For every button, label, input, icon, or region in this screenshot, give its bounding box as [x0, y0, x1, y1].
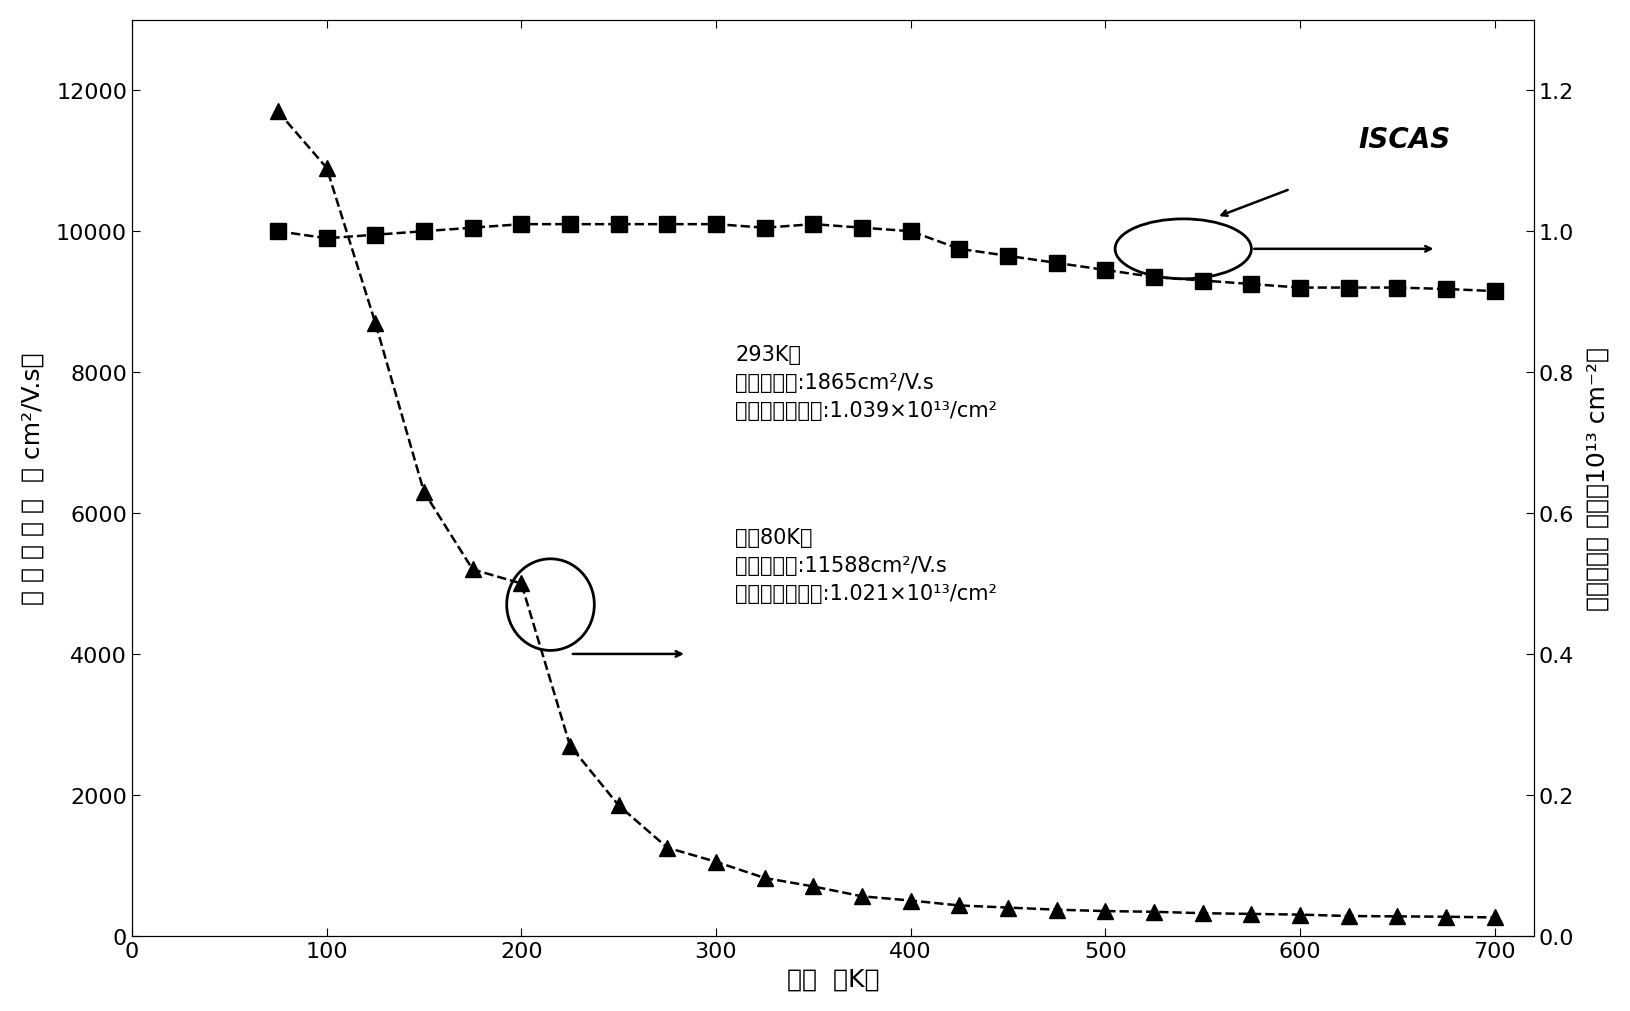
- Y-axis label: 二维电子气 浓度（10¹³ cm⁻²）: 二维电子气 浓度（10¹³ cm⁻²）: [1584, 347, 1609, 611]
- Text: 低温80K时
电子迁移率:11588cm²/V.s
二维电子气浓度:1.021×10¹³/cm²: 低温80K时 电子迁移率:11588cm²/V.s 二维电子气浓度:1.021×…: [735, 528, 998, 604]
- Y-axis label: 电 子 迁 移 率  （ cm²/V.s）: 电 子 迁 移 率 （ cm²/V.s）: [21, 352, 46, 605]
- X-axis label: 温度  （K）: 温度 （K）: [787, 967, 879, 990]
- Text: 293K时
电子迁移率:1865cm²/V.s
二维电子气浓度:1.039×10¹³/cm²: 293K时 电子迁移率:1865cm²/V.s 二维电子气浓度:1.039×10…: [735, 345, 998, 421]
- Text: ISCAS: ISCAS: [1358, 125, 1451, 154]
